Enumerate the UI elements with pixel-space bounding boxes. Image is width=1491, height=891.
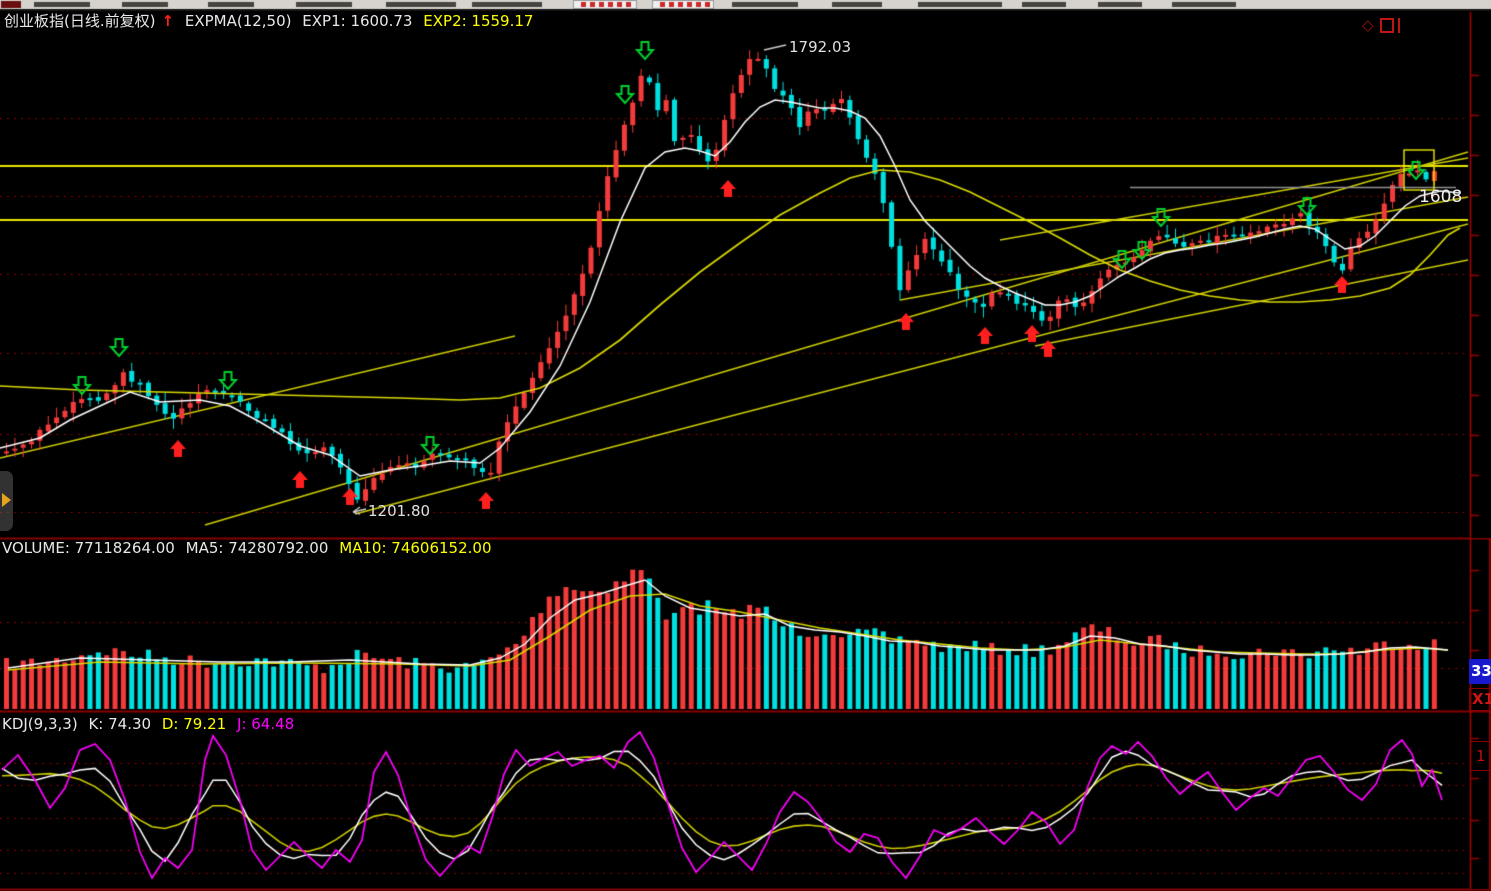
- pane-controls: ◇: [1362, 16, 1400, 34]
- expand-arrow-icon: [2, 493, 11, 507]
- volume-ma5-value: MA5: 74280792.00: [185, 539, 329, 557]
- volume-ma10-value: MA10: 74606152.00: [339, 539, 492, 557]
- kdj-j-value: J: 64.48: [236, 715, 295, 733]
- window-icon[interactable]: [1379, 18, 1394, 33]
- menu-button-red-1[interactable]: [573, 0, 637, 9]
- volume-multiplier-badge: X1: [1469, 688, 1491, 711]
- kdj-d-value: D: 79.21: [161, 715, 227, 733]
- trend-up-arrow-icon: ↑: [161, 12, 175, 30]
- symbol-title: 创业板指(日线.前复权): [4, 12, 156, 30]
- last-price-label: 1608: [1419, 187, 1463, 207]
- volume-axis-badge: 33: [1469, 659, 1491, 684]
- main-chart-header: 创业板指(日线.前复权) ↑ EXPMA(12,50) EXP1: 1600.73…: [4, 14, 539, 29]
- exp1-value: EXP1: 1600.73: [302, 12, 413, 30]
- diamond-icon[interactable]: ◇: [1362, 16, 1374, 34]
- indicator-name: EXPMA(12,50): [184, 12, 292, 30]
- menu-bar[interactable]: [0, 0, 1491, 10]
- menu-button-red-2[interactable]: [652, 0, 714, 9]
- kdj-k-value: K: 74.30: [88, 715, 152, 733]
- panel-handle-icon[interactable]: [1397, 18, 1400, 33]
- volume-value: VOLUME: 77118264.00: [2, 539, 175, 557]
- kdj-header: KDJ(9,3,3) K: 74.30 D: 79.21 J: 64.48: [2, 717, 300, 732]
- exp2-value: EXP2: 1559.17: [423, 12, 534, 30]
- volume-header: VOLUME: 77118264.00 MA5: 74280792.00 MA1…: [2, 541, 498, 556]
- sidebar-expand-handle[interactable]: [0, 471, 13, 531]
- low-price-label: 1201.80: [368, 502, 431, 520]
- kdj-axis-badge: 1: [1470, 741, 1491, 771]
- peak-price-label: 1792.03: [789, 38, 852, 56]
- kdj-name: KDJ(9,3,3): [2, 715, 78, 733]
